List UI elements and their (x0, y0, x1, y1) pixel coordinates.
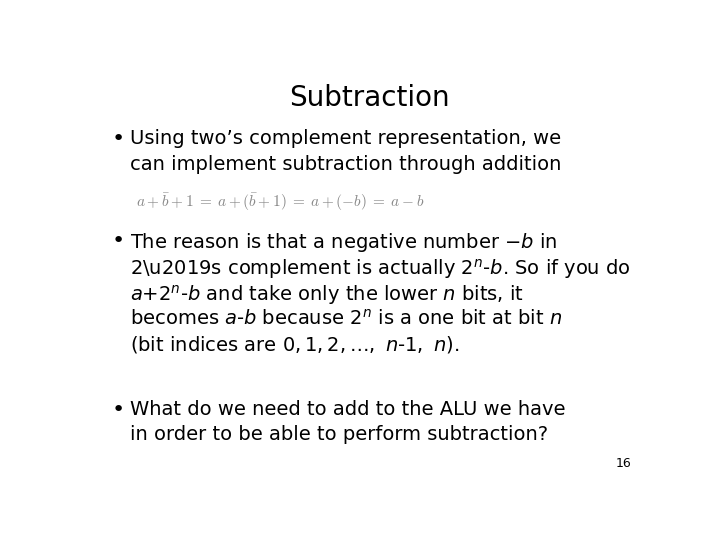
Text: $a + \bar{b} + 1 \;=\; a + (\bar{b} + 1) \;=\; a + (-b) \;=\; a - b$: $a + \bar{b} + 1 \;=\; a + (\bar{b} + 1)… (136, 192, 424, 213)
Text: •: • (111, 129, 125, 149)
Text: 16: 16 (616, 457, 631, 470)
Text: Using two’s complement representation, we: Using two’s complement representation, w… (130, 129, 562, 149)
Text: in order to be able to perform subtraction?: in order to be able to perform subtracti… (130, 426, 549, 444)
Text: (bit indices are $\mathit{0, 1, 2, \ldots,\ n}$-$\mathit{1,\ n}$).: (bit indices are $\mathit{0, 1, 2, \ldot… (130, 334, 459, 355)
Text: •: • (111, 400, 125, 420)
Text: What do we need to add to the ALU we have: What do we need to add to the ALU we hav… (130, 400, 566, 419)
Text: becomes $\mathit{a}$-$\mathit{b}$ because $\mathit{2^n}$ is a one bit at bit $\m: becomes $\mathit{a}$-$\mathit{b}$ becaus… (130, 308, 562, 328)
Text: The reason is that a negative number $\mathit{-b}$ in: The reason is that a negative number $\m… (130, 231, 558, 254)
Text: •: • (111, 231, 125, 251)
Text: 2\u2019s complement is actually $\mathit{2^n}$-$\mathit{b}$. So if you do: 2\u2019s complement is actually $\mathit… (130, 257, 631, 281)
Text: $\mathit{a}$+$\mathit{2^n}$-$\mathit{b}$ and take only the lower $\mathit{n}$ bi: $\mathit{a}$+$\mathit{2^n}$-$\mathit{b}$… (130, 282, 524, 307)
Text: can implement subtraction through addition: can implement subtraction through additi… (130, 155, 562, 174)
Text: Subtraction: Subtraction (289, 84, 449, 112)
